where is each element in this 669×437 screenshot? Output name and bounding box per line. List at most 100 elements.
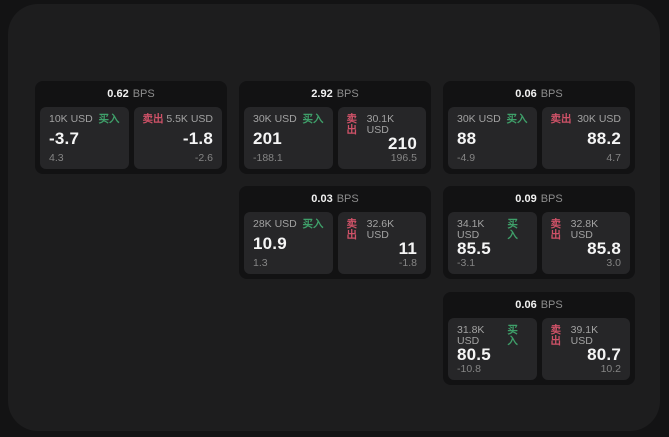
buy-label: 买入: [302, 113, 324, 125]
sell-amount: 30.1K USD: [366, 113, 395, 136]
bps-value: 2.92: [311, 88, 333, 100]
bps-header: 0.06 BPS: [443, 292, 635, 318]
sell-panel[interactable]: 卖出 39.1K USD 80.7 10.2: [541, 318, 630, 380]
sell-top-row: 卖出 5.5K USD: [143, 114, 214, 125]
bps-header: 0.09 BPS: [443, 186, 635, 212]
quotes-window: 0.62 BPS 10K USD 买入 -3.7 4.3 卖出 5.5K USD…: [8, 4, 660, 431]
panels-row: 34.1K USD 买入 85.5 -3.1 卖出 32.8K USD 85.8…: [443, 212, 635, 279]
buy-panel[interactable]: 34.1K USD 买入 85.5 -3.1: [448, 212, 537, 274]
sell-panel[interactable]: 卖出 32.6K USD 11 -1.8: [337, 212, 426, 274]
sell-amount: 39.1K USD: [570, 324, 599, 347]
sell-panel[interactable]: 卖出 5.5K USD -1.8 -2.6: [133, 107, 222, 169]
buy-amount: 34.1K USD: [457, 218, 485, 241]
sell-top-row: 卖出 30K USD: [551, 114, 622, 125]
buy-label: 买入: [302, 218, 324, 230]
buy-sub-value: -10.8: [457, 362, 481, 375]
sell-price: 85.8: [587, 239, 621, 259]
buy-top-row: 28K USD 买入: [253, 219, 324, 230]
sell-price: 88.2: [587, 129, 621, 148]
sell-label: 卖出: [550, 218, 562, 241]
sell-top-row: 卖出 39.1K USD: [551, 325, 622, 346]
sell-amount: 30K USD: [577, 113, 621, 125]
sell-panel[interactable]: 卖出 32.8K USD 85.8 3.0: [541, 212, 630, 274]
panels-row: 28K USD 买入 10.9 1.3 卖出 32.6K USD 11 -1.8: [239, 212, 431, 279]
quote-card: 0.06 BPS 30K USD 买入 88 -4.9 卖出 30K USD 8…: [443, 81, 635, 174]
buy-panel[interactable]: 30K USD 买入 88 -4.9: [448, 107, 537, 169]
buy-panel[interactable]: 31.8K USD 买入 80.5 -10.8: [448, 318, 537, 380]
sell-top-row: 卖出 30.1K USD: [347, 114, 418, 135]
bps-value: 0.03: [311, 193, 333, 205]
sell-price: 80.7: [587, 345, 621, 365]
panels-row: 30K USD 买入 201 -188.1 卖出 30.1K USD 210 1…: [239, 107, 431, 174]
sell-label: 卖出: [142, 113, 164, 125]
bps-unit: BPS: [540, 299, 563, 311]
sell-panel[interactable]: 卖出 30K USD 88.2 4.7: [541, 107, 630, 169]
sell-amount: 32.6K USD: [366, 218, 395, 241]
bps-value: 0.06: [515, 299, 537, 311]
sell-sub-value: 10.2: [600, 362, 621, 375]
buy-top-row: 34.1K USD 买入: [457, 219, 528, 240]
quote-card: 0.03 BPS 28K USD 买入 10.9 1.3 卖出 32.6K US…: [239, 186, 431, 279]
sell-sub-value: -1.8: [398, 256, 417, 269]
buy-top-row: 30K USD 买入: [253, 114, 324, 125]
buy-sub-value: 4.3: [49, 151, 64, 164]
buy-top-row: 31.8K USD 买入: [457, 325, 528, 346]
panels-row: 10K USD 买入 -3.7 4.3 卖出 5.5K USD -1.8 -2.…: [35, 107, 227, 174]
buy-price: -3.7: [49, 129, 80, 148]
sell-sub-value: 4.7: [606, 151, 621, 164]
buy-amount: 31.8K USD: [457, 324, 485, 347]
sell-label: 卖出: [346, 218, 358, 241]
sell-sub-value: 3.0: [606, 256, 621, 269]
buy-top-row: 30K USD 买入: [457, 114, 528, 125]
sell-amount: 32.8K USD: [570, 218, 599, 241]
buy-price: 88: [457, 129, 477, 148]
buy-label: 买入: [98, 113, 120, 125]
panels-row: 31.8K USD 买入 80.5 -10.8 卖出 39.1K USD 80.…: [443, 318, 635, 385]
bps-header: 0.62 BPS: [35, 81, 227, 107]
buy-price: 80.5: [457, 345, 491, 365]
bps-value: 0.09: [515, 193, 537, 205]
sell-panel[interactable]: 卖出 30.1K USD 210 196.5: [337, 107, 426, 169]
buy-panel[interactable]: 30K USD 买入 201 -188.1: [244, 107, 333, 169]
bps-unit: BPS: [336, 193, 359, 205]
buy-label: 买入: [507, 324, 518, 347]
bps-header: 0.06 BPS: [443, 81, 635, 107]
bps-unit: BPS: [540, 193, 563, 205]
sell-sub-value: 196.5: [390, 151, 417, 164]
bps-unit: BPS: [540, 88, 563, 100]
sell-price: 210: [388, 134, 417, 154]
sell-label: 卖出: [346, 113, 358, 136]
buy-price: 201: [253, 129, 282, 148]
sell-label: 卖出: [550, 324, 562, 347]
sell-sub-value: -2.6: [194, 151, 213, 164]
buy-label: 买入: [507, 218, 518, 241]
panels-row: 30K USD 买入 88 -4.9 卖出 30K USD 88.2 4.7: [443, 107, 635, 174]
bps-header: 0.03 BPS: [239, 186, 431, 212]
bps-unit: BPS: [132, 88, 155, 100]
buy-amount: 28K USD: [253, 218, 297, 230]
buy-top-row: 10K USD 买入: [49, 114, 120, 125]
sell-price: -1.8: [182, 129, 213, 148]
sell-amount: 5.5K USD: [166, 113, 213, 125]
buy-amount: 30K USD: [457, 113, 501, 125]
bps-value: 0.62: [107, 88, 129, 100]
bps-unit: BPS: [336, 88, 359, 100]
buy-sub-value: -188.1: [253, 151, 283, 164]
buy-panel[interactable]: 28K USD 买入 10.9 1.3: [244, 212, 333, 274]
sell-label: 卖出: [550, 113, 572, 125]
buy-price: 85.5: [457, 239, 491, 259]
buy-amount: 30K USD: [253, 113, 297, 125]
bps-value: 0.06: [515, 88, 537, 100]
buy-sub-value: 1.3: [253, 256, 268, 269]
buy-price: 10.9: [253, 234, 287, 253]
sell-price: 11: [398, 239, 417, 259]
sell-top-row: 卖出 32.6K USD: [347, 219, 418, 240]
quote-card: 0.09 BPS 34.1K USD 买入 85.5 -3.1 卖出 32.8K…: [443, 186, 635, 279]
quote-card: 0.62 BPS 10K USD 买入 -3.7 4.3 卖出 5.5K USD…: [35, 81, 227, 174]
sell-top-row: 卖出 32.8K USD: [551, 219, 622, 240]
buy-label: 买入: [506, 113, 528, 125]
quote-card: 0.06 BPS 31.8K USD 买入 80.5 -10.8 卖出 39.1…: [443, 292, 635, 385]
buy-sub-value: -3.1: [457, 256, 476, 269]
buy-amount: 10K USD: [49, 113, 93, 125]
buy-panel[interactable]: 10K USD 买入 -3.7 4.3: [40, 107, 129, 169]
